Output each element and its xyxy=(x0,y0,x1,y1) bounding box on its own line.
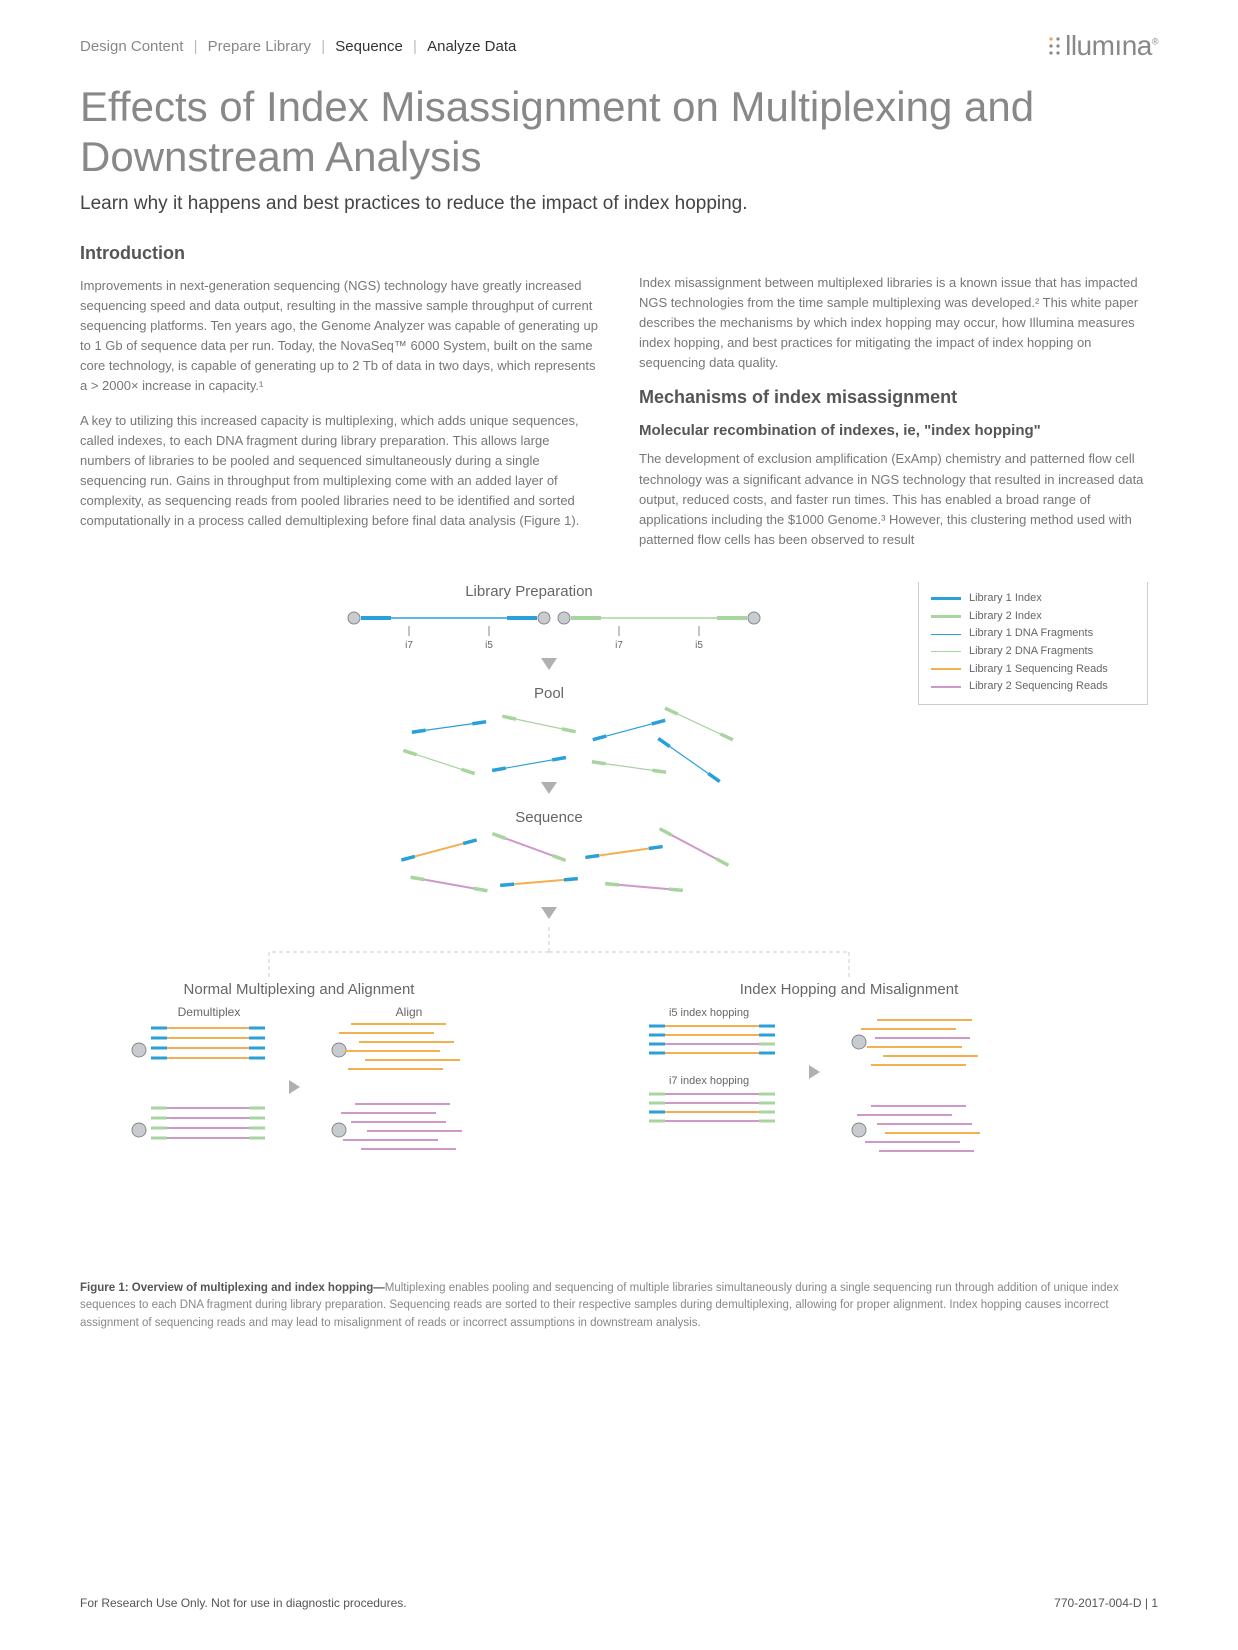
breadcrumb-sep: | xyxy=(194,38,198,55)
svg-text:Sequence: Sequence xyxy=(515,809,583,826)
svg-text:Library Preparation: Library Preparation xyxy=(465,583,593,600)
svg-text:i7: i7 xyxy=(405,640,413,651)
right-paragraph: Index misassignment between multiplexed … xyxy=(639,273,1158,374)
logo: llumına® xyxy=(1048,30,1158,62)
page-title: Effects of Index Misassignment on Multip… xyxy=(80,82,1158,183)
svg-text:i5: i5 xyxy=(485,640,493,651)
svg-text:Index Hopping and Misalignment: Index Hopping and Misalignment xyxy=(740,981,959,998)
svg-text:i7 index hopping: i7 index hopping xyxy=(669,1075,749,1087)
mechanisms-subheading: Molecular recombination of indexes, ie, … xyxy=(639,422,1158,439)
footer-docid: 770-2017-004-D | 1 xyxy=(1054,1596,1158,1610)
mechanisms-paragraph: The development of exclusion amplificati… xyxy=(639,449,1158,550)
left-column: Introduction Improvements in next-genera… xyxy=(80,243,599,564)
svg-text:Align: Align xyxy=(396,1005,423,1019)
breadcrumb-sep: | xyxy=(413,38,417,55)
breadcrumb-item: Sequence xyxy=(335,38,403,55)
breadcrumb-item: Design Content xyxy=(80,38,183,55)
svg-text:Demultiplex: Demultiplex xyxy=(178,1005,241,1019)
mechanisms-heading: Mechanisms of index misassignment xyxy=(639,387,1158,408)
right-column: Index misassignment between multiplexed … xyxy=(639,243,1158,564)
svg-text:i7: i7 xyxy=(615,640,623,651)
figure-legend: Library 1 IndexLibrary 2 IndexLibrary 1 … xyxy=(918,582,1148,705)
figure-caption: Figure 1: Overview of multiplexing and i… xyxy=(80,1280,1158,1332)
logo-text: llumına xyxy=(1065,30,1152,61)
breadcrumb: Design Content | Prepare Library | Seque… xyxy=(80,38,516,55)
breadcrumb-item: Prepare Library xyxy=(208,38,311,55)
figure-1: Library 1 IndexLibrary 2 IndexLibrary 1 … xyxy=(80,582,1158,1332)
logo-dots-icon xyxy=(1048,36,1062,60)
breadcrumb-sep: | xyxy=(321,38,325,55)
svg-text:i5: i5 xyxy=(695,640,703,651)
svg-text:i5 index hopping: i5 index hopping xyxy=(669,1007,749,1019)
logo-trademark: ® xyxy=(1152,37,1158,47)
breadcrumb-item: Analyze Data xyxy=(427,38,516,55)
body-columns: Introduction Improvements in next-genera… xyxy=(80,243,1158,564)
subtitle: Learn why it happens and best practices … xyxy=(80,193,1158,215)
header: Design Content | Prepare Library | Seque… xyxy=(80,30,1158,62)
footer: For Research Use Only. Not for use in di… xyxy=(80,1596,1158,1610)
intro-paragraph: Improvements in next-generation sequenci… xyxy=(80,276,599,397)
intro-heading: Introduction xyxy=(80,243,599,264)
svg-text:Pool: Pool xyxy=(534,685,564,702)
footer-disclaimer: For Research Use Only. Not for use in di… xyxy=(80,1596,407,1610)
intro-paragraph: A key to utilizing this increased capaci… xyxy=(80,411,599,532)
figure-caption-bold: Figure 1: Overview of multiplexing and i… xyxy=(80,1282,385,1294)
svg-text:Normal Multiplexing and Alignm: Normal Multiplexing and Alignment xyxy=(184,981,416,998)
